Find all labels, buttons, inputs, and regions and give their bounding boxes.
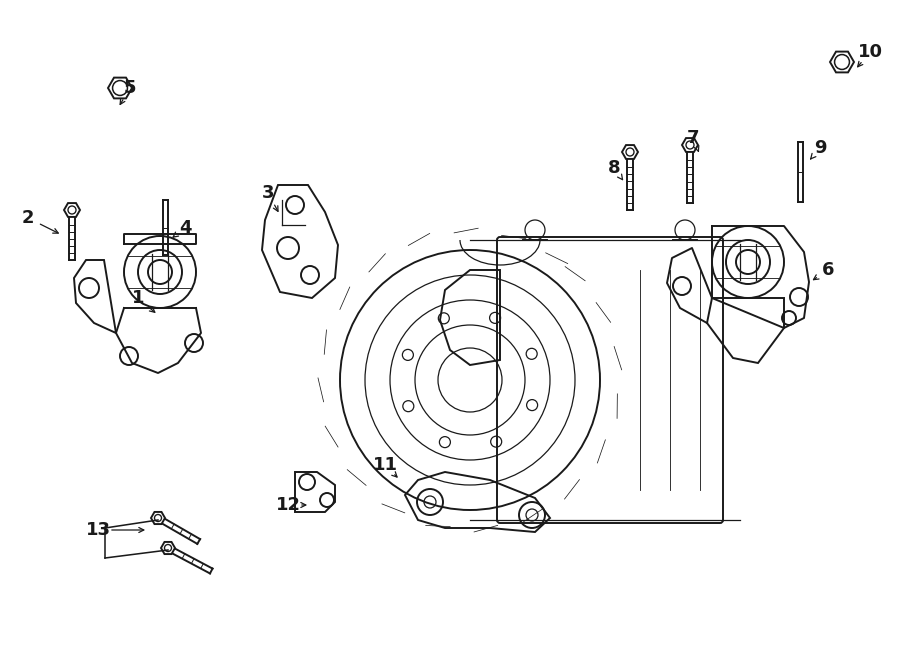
Text: 12: 12 (275, 496, 301, 514)
Text: 11: 11 (373, 456, 398, 474)
Text: 4: 4 (179, 219, 192, 237)
Text: 9: 9 (814, 139, 826, 157)
Text: 1: 1 (131, 289, 144, 307)
Text: 3: 3 (262, 184, 274, 202)
Text: 13: 13 (86, 521, 111, 539)
Text: 2: 2 (22, 209, 34, 227)
Text: 5: 5 (124, 79, 136, 97)
Text: 6: 6 (822, 261, 834, 279)
Text: 7: 7 (687, 129, 699, 147)
Text: 10: 10 (858, 43, 883, 61)
Text: 8: 8 (608, 159, 620, 177)
